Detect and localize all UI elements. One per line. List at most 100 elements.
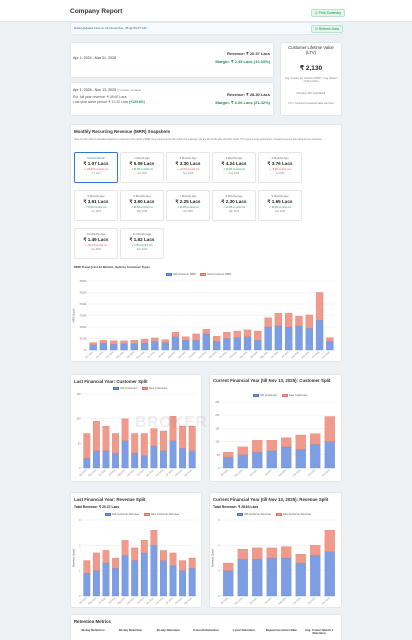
bar-new bbox=[310, 545, 321, 556]
bar-old bbox=[233, 337, 241, 351]
mrr-card-delta: ↗ 30.4% vs prior mo bbox=[269, 206, 291, 209]
bar-new bbox=[99, 340, 108, 344]
printer-icon: ⎙ bbox=[315, 11, 319, 15]
bar-new bbox=[264, 317, 272, 328]
mrr-card-sub: Oct 2025 bbox=[137, 172, 147, 175]
bar-old bbox=[83, 457, 91, 469]
y-tick-label: 2 bbox=[79, 544, 81, 547]
bar-old bbox=[160, 560, 167, 597]
x-tick-label: Sep 2025 bbox=[301, 351, 310, 359]
mrr-card-delta: ↗ 13.0% vs prior mo bbox=[223, 206, 245, 209]
bar-old bbox=[305, 328, 313, 351]
y-tick-label: 100 bbox=[76, 418, 81, 421]
bar-new bbox=[281, 546, 292, 559]
x-tick-label: Sep 2024 bbox=[127, 469, 136, 477]
bar-old bbox=[264, 326, 272, 351]
x-tick-label: Dec 2024 bbox=[156, 597, 165, 605]
x-tick-label: Oct 2024 bbox=[136, 596, 145, 605]
y-tick-label: 150 bbox=[76, 393, 81, 396]
y-tick-label: ₹0 bbox=[84, 348, 88, 352]
print-summary-button[interactable]: ⎙ Print Summary bbox=[311, 9, 346, 17]
y-axis-label: Revenue (Lacs) bbox=[72, 549, 76, 567]
bar-old bbox=[285, 326, 293, 351]
last-fy-revenue-legend: Old Customer Revenue New Customer Revenu… bbox=[105, 513, 183, 516]
y-tick-label: 0 bbox=[218, 467, 220, 470]
mrr-card: 7 Months Ago ₹ 2.25 Lacs ↗ 63.0% vs prior … bbox=[166, 190, 210, 221]
mrr-card-sub: Jan 2025 bbox=[91, 248, 101, 251]
mrr-trend-legend: Old Customer MRR New Customer MRR bbox=[166, 273, 235, 276]
mrr-card-title: 2 Months Ago bbox=[179, 156, 197, 160]
y-tick-label: ₹500k bbox=[79, 291, 87, 295]
bar-new bbox=[295, 315, 303, 327]
bar-old bbox=[295, 562, 306, 597]
bar-old bbox=[326, 341, 334, 351]
mrr-card-delta: ↗ 7.9% vs prior mo bbox=[131, 244, 153, 247]
period2-range: Apr 1, 2025 - Nov 13, 2025 (7 months 13 … bbox=[73, 88, 142, 92]
bar-old bbox=[310, 555, 321, 597]
bar-new bbox=[285, 313, 293, 328]
bar-old bbox=[188, 567, 196, 597]
bar-old bbox=[150, 545, 158, 597]
x-tick-label: Jan 2025 bbox=[165, 469, 174, 477]
refresh-data-button[interactable]: ↻ Refresh Data bbox=[311, 25, 343, 33]
retention-header-cell: 90-day Retention bbox=[156, 628, 180, 632]
x-tick-label: Dec 2023 bbox=[85, 351, 94, 359]
bar-old bbox=[171, 336, 180, 351]
y-tick-label: ₹400k bbox=[79, 302, 87, 306]
mrr-card-sub: Mar 2025 bbox=[228, 210, 240, 213]
mrr-card-value: ₹ 3.30 Lacs bbox=[175, 161, 201, 166]
period1-margin: Margin: ₹ 2.45 Lacs (12.03%) bbox=[215, 59, 270, 64]
bar-new bbox=[182, 336, 190, 341]
bar-old bbox=[92, 450, 100, 469]
current-fy-customer-split-title: Current Financial Year (till Nov 13, 202… bbox=[213, 378, 331, 383]
bar-old bbox=[140, 342, 149, 351]
bar-old bbox=[237, 559, 248, 597]
x-tick-label: Dec 2024 bbox=[156, 469, 165, 477]
bar-old bbox=[131, 560, 139, 597]
bar-old bbox=[89, 344, 97, 351]
bar-new bbox=[121, 418, 129, 442]
mrr-card-sub: in 7 days bbox=[91, 172, 101, 175]
mrr-card-title: 4 Months Ago bbox=[271, 156, 289, 160]
bar-new bbox=[161, 339, 169, 343]
bar-new bbox=[160, 550, 167, 561]
bar-new bbox=[212, 336, 221, 342]
x-tick-label: Jun 2024 bbox=[147, 351, 156, 359]
bar-old bbox=[102, 562, 110, 597]
bar-old bbox=[102, 450, 110, 469]
mrr-card-delta: ↗ 63.0% vs prior mo bbox=[177, 206, 199, 209]
x-tick-label: Sep 2024 bbox=[127, 597, 136, 605]
bar-old bbox=[112, 567, 119, 597]
bar-new bbox=[326, 337, 334, 342]
x-tick-label: Aug 2024 bbox=[117, 468, 127, 477]
bar-old bbox=[324, 441, 335, 469]
retention-header-cell: 30-day Retention bbox=[81, 628, 105, 632]
bar-old bbox=[274, 325, 283, 351]
mrr-card-delta: ↗ 8.9% vs prior mo bbox=[85, 206, 107, 209]
bar-new bbox=[110, 340, 118, 345]
revenue-card-last-fy bbox=[70, 42, 274, 78]
mrr-card: Current Month ₹ 1.07 Lacs ↘ -59.37% vs pri… bbox=[74, 152, 118, 183]
bar-new bbox=[120, 340, 128, 344]
x-tick-label: Apr 2025 bbox=[250, 350, 259, 359]
x-tick-label: Jan 2025 bbox=[219, 351, 228, 359]
bar-old bbox=[212, 341, 221, 351]
y-tick-label: 200 bbox=[215, 414, 220, 417]
bar-old bbox=[130, 343, 138, 351]
x-tick-label: Nov 2024 bbox=[199, 351, 208, 359]
retention-header-cell: 1-year Retention bbox=[232, 628, 256, 632]
bar-old bbox=[99, 342, 108, 351]
bar-new bbox=[92, 552, 100, 571]
bar-old bbox=[160, 450, 167, 469]
bar-new bbox=[188, 425, 196, 451]
x-tick-label: Aug 2025 bbox=[291, 350, 301, 359]
bar-new bbox=[151, 337, 159, 342]
y-tick-label: 0 bbox=[79, 595, 81, 598]
mrr-card-title: 3 Months Ago bbox=[225, 156, 243, 160]
mrr-card-delta: ↗ 46.8% vs prior mo bbox=[131, 206, 153, 209]
bar-old bbox=[150, 445, 158, 469]
mrr-trend-chart: ₹0 ₹100k ₹200k ₹300k ₹400k ₹500k ₹600k MRR (Lac… bbox=[72, 279, 335, 359]
bar-new bbox=[131, 433, 139, 454]
y-tick-label: 4 bbox=[218, 544, 220, 547]
mrr-card-title: 9 Months Ago bbox=[271, 194, 289, 198]
